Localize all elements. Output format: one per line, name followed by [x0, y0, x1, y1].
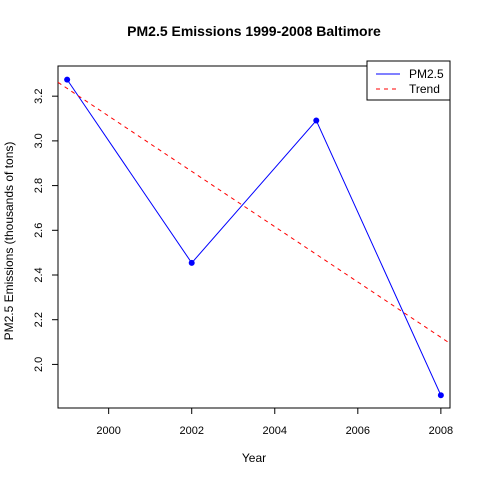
- x-tick-label: 2000: [96, 425, 120, 437]
- pm25-point: [437, 392, 444, 399]
- y-tick-label: 2.0: [33, 357, 45, 372]
- y-tick-label: 3.0: [33, 133, 45, 148]
- legend-box: [366, 60, 451, 101]
- x-tick-label: 2006: [346, 425, 370, 437]
- legend-label-1: Trend: [409, 82, 440, 96]
- y-tick-label: 2.6: [33, 223, 45, 238]
- legend-label-0: PM2.5: [409, 67, 444, 81]
- pm25-point: [313, 117, 320, 124]
- chart-marks: [57, 76, 451, 399]
- x-axis-label: Year: [242, 451, 266, 465]
- y-axis-label: PM2.5 Emissions (thousands of tons): [2, 142, 16, 341]
- y-tick-label: 2.2: [33, 312, 45, 327]
- y-tick-label: 3.2: [33, 89, 45, 104]
- pm25-point: [188, 259, 195, 266]
- y-tick-label: 2.4: [33, 267, 45, 282]
- pm25-line: [66, 79, 442, 396]
- x-tick-label: 2008: [429, 425, 453, 437]
- y-tick-label: 2.8: [33, 178, 45, 193]
- x-tick-label: 2004: [263, 425, 287, 437]
- x-tick-label: 2002: [179, 425, 203, 437]
- plot-frame: [57, 65, 451, 409]
- trend-line: [57, 81, 451, 344]
- pm25-point: [64, 76, 71, 83]
- chart-title: PM2.5 Emissions 1999-2008 Baltimore: [127, 23, 381, 39]
- axes: 2000 2002 2004 2006 2008 2.0 2.2 2.4 2.6 2.8 3.0 3.…: [33, 89, 453, 437]
